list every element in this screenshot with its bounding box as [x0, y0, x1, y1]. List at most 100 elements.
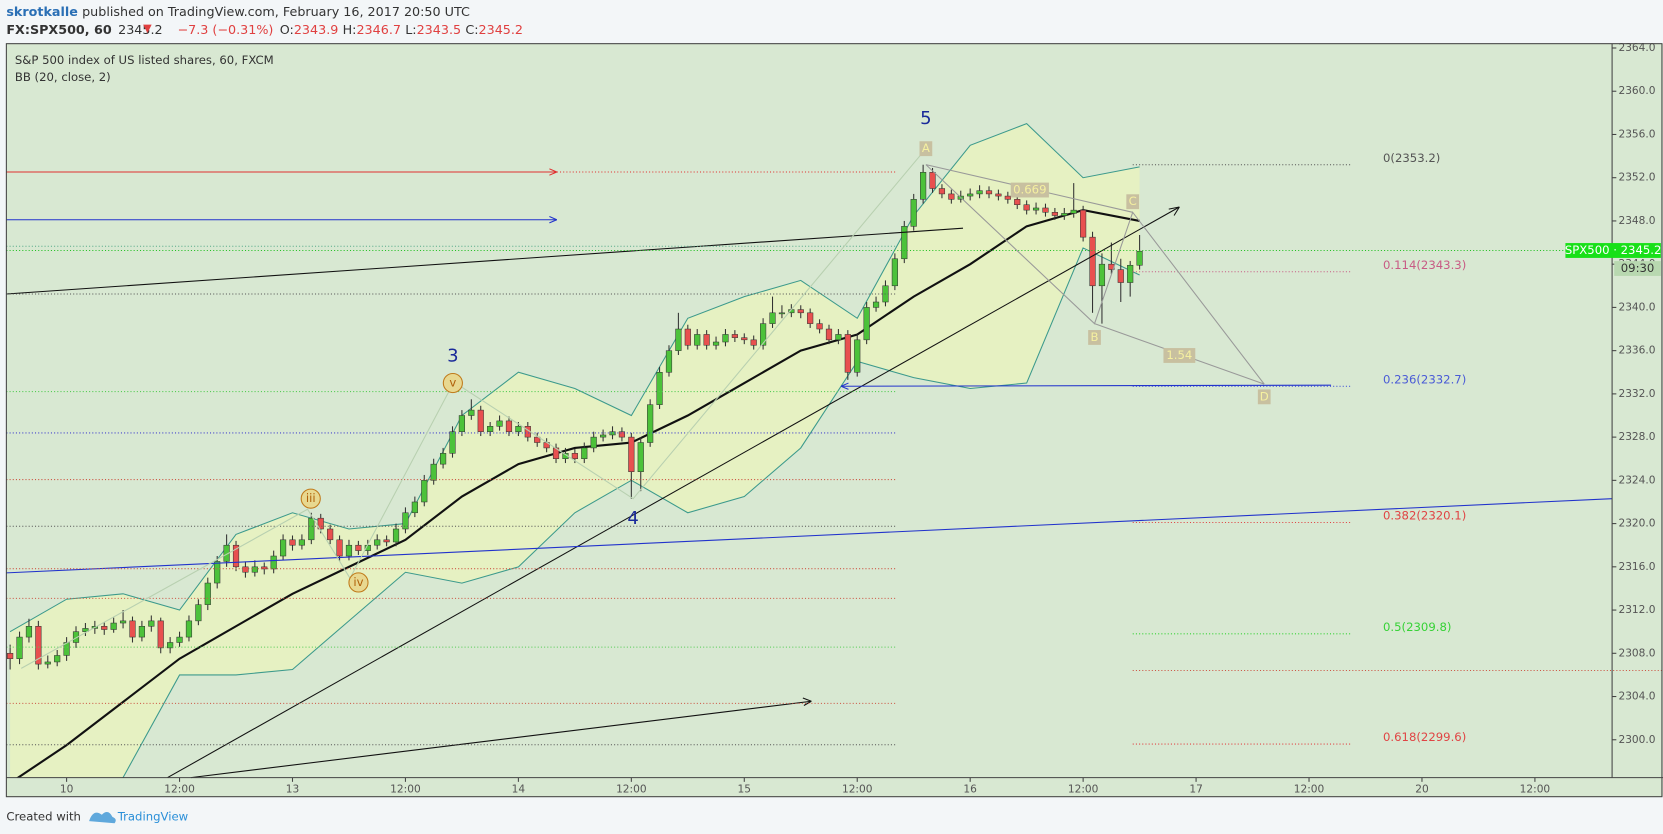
logo	[89, 811, 116, 824]
candle-body	[327, 528, 334, 541]
candle-body	[430, 463, 437, 481]
label-box	[1088, 330, 1101, 345]
y-tick-label: 2360.0	[1618, 85, 1655, 97]
candle-body	[458, 415, 466, 432]
candle-body	[1061, 213, 1068, 216]
x-tick-label: 12:00	[390, 783, 421, 795]
candle-body	[185, 620, 193, 638]
candle-body	[778, 312, 786, 315]
candle-body	[35, 626, 42, 665]
arrow-head	[840, 382, 849, 390]
candle-body	[769, 312, 776, 324]
candle-body	[609, 431, 616, 436]
point-label: C	[1129, 194, 1137, 208]
candle-body	[54, 655, 61, 663]
candle-body	[656, 371, 663, 405]
candle-body	[1004, 195, 1011, 200]
candle-body	[298, 539, 305, 546]
y-tick-label: 2324.0	[1618, 474, 1655, 486]
label-box	[1163, 348, 1196, 363]
change: −7.3 (−0.31%)	[177, 21, 273, 36]
trend-line	[6, 498, 1613, 574]
x-tick-label: 14	[512, 783, 526, 795]
candle-body	[985, 190, 993, 195]
candle-body	[675, 328, 682, 351]
candle-body	[232, 544, 240, 568]
published: published on TradingView.com, February 1…	[82, 3, 470, 18]
trend-line	[6, 227, 964, 295]
symbol-line: FX:SPX500, 60 2345.2 −7.3 (−0.31%) O:2343.9…	[6, 21, 523, 36]
l-label: L:	[405, 21, 416, 36]
candle-body	[1070, 209, 1077, 214]
candle-body	[901, 226, 908, 260]
candle-body	[25, 626, 33, 638]
user: skrotkalle	[6, 3, 78, 18]
x-tick-label: 16	[963, 783, 977, 795]
candle-body	[345, 544, 353, 557]
annotations: 3 5 4 v iii iv A B C D 0.669 1.54	[300, 108, 1271, 593]
candle-body	[16, 636, 23, 659]
candle-body	[863, 307, 870, 341]
candle-body	[948, 193, 955, 200]
point-label: B	[1091, 330, 1099, 344]
candle-body	[1117, 269, 1124, 283]
candle-body	[44, 661, 51, 665]
chart-frame	[5, 43, 1663, 798]
y-tick-label: 2352.0	[1618, 172, 1655, 184]
y-tick-label: 2364.0	[1618, 42, 1655, 54]
candle-body	[176, 636, 183, 643]
last: 2345.2	[118, 21, 163, 36]
candle-body	[63, 642, 70, 656]
legend-indicator: BB (20, close, 2)	[15, 70, 111, 84]
candle-body	[355, 544, 362, 551]
middle-band	[16, 208, 1140, 778]
down-arrow	[143, 24, 152, 34]
candle-body	[534, 436, 541, 443]
candle-body	[487, 426, 494, 432]
candle-body	[421, 480, 428, 503]
x-tick-label: 12:00	[164, 783, 195, 795]
candle-body	[590, 436, 597, 449]
footer-brand[interactable]: TradingView	[117, 809, 189, 823]
candle-body	[1042, 207, 1049, 213]
candle-body	[1098, 263, 1106, 287]
candle-body	[844, 334, 851, 373]
candle-body	[82, 628, 89, 632]
candle-body	[214, 561, 221, 584]
candle-body	[891, 258, 898, 287]
candle-body	[101, 626, 108, 630]
candle-body	[703, 334, 710, 346]
candle-body	[1014, 199, 1021, 205]
fib-label: 0.114(2343.3)	[1383, 258, 1466, 272]
candle-body	[7, 653, 14, 659]
candle-body	[1051, 212, 1058, 216]
wave-label: v	[449, 376, 456, 390]
candle-body	[477, 409, 484, 432]
header-line: skrotkalle published on TradingView.com, …	[6, 3, 470, 18]
candle-body	[581, 447, 588, 460]
candle-body	[938, 188, 946, 195]
candle-body	[204, 582, 211, 605]
candle-body	[835, 334, 842, 341]
arrow-head	[549, 168, 558, 176]
candle-body	[712, 341, 720, 346]
y-tick-label: 2336.0	[1618, 345, 1655, 357]
candle-body	[317, 517, 324, 530]
candle-body	[797, 309, 804, 314]
x-tick-label: 12:00	[1520, 783, 1551, 795]
h-label: H:	[343, 21, 357, 36]
candle-body	[854, 339, 861, 373]
x-tick-label: 17	[1189, 783, 1202, 795]
candle-body	[336, 539, 343, 557]
candle-body	[694, 334, 701, 346]
price-tag-label: SPX500 · 2345.2	[1565, 243, 1662, 257]
level-line	[841, 384, 1332, 387]
x-tick-label: 13	[286, 783, 299, 795]
candle-body	[138, 626, 145, 638]
candle-body	[270, 555, 277, 570]
candle-body	[374, 539, 381, 546]
candle-body	[628, 436, 635, 472]
wave-label: 3	[447, 346, 458, 367]
candle-body	[129, 620, 136, 638]
